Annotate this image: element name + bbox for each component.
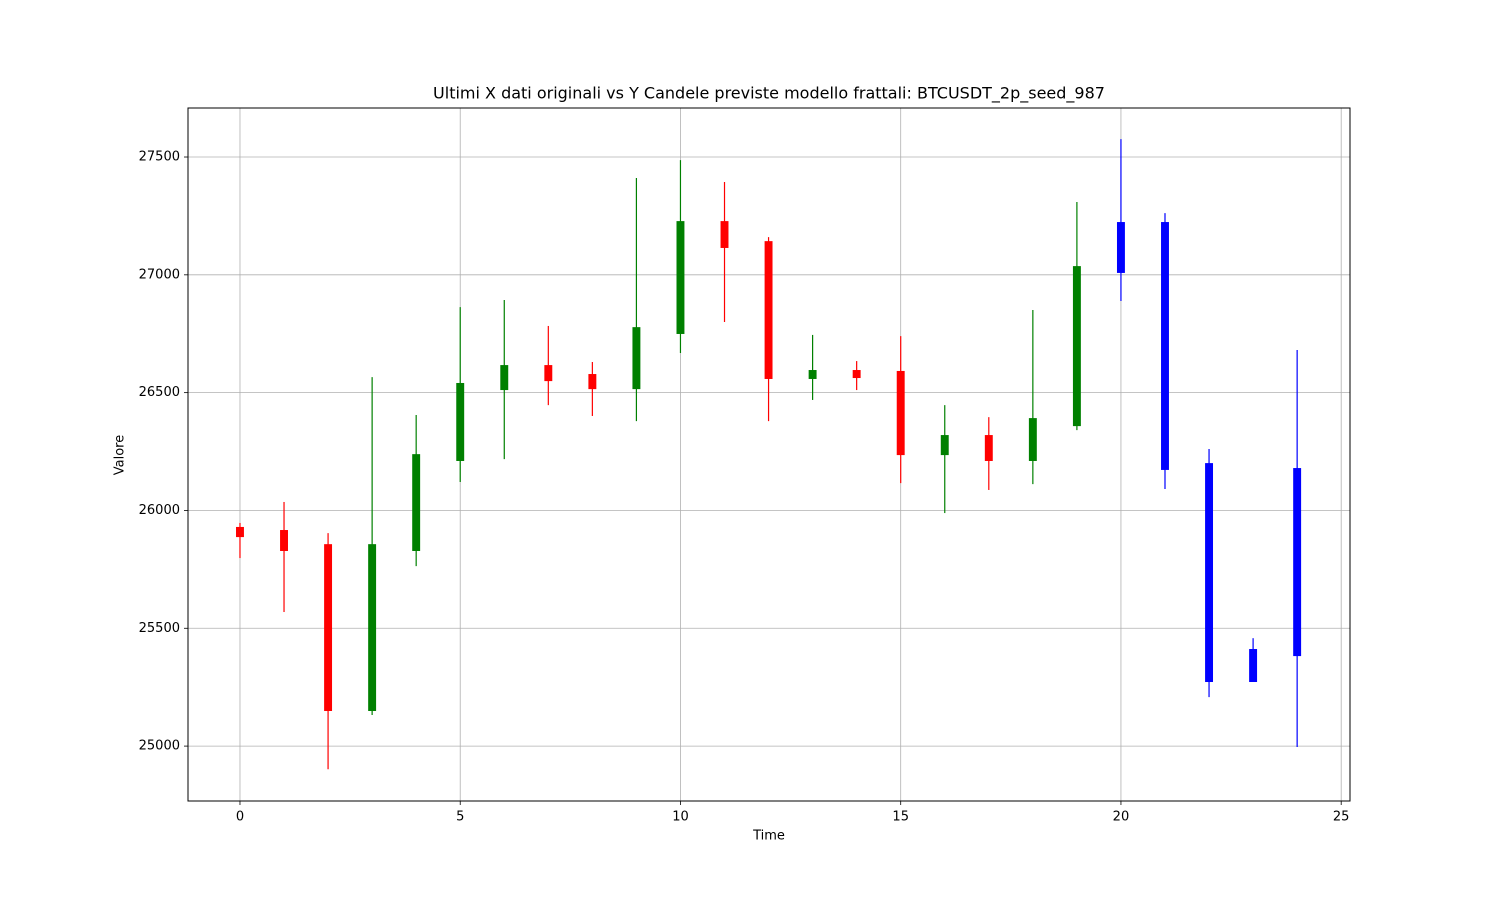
candle-body [1072, 266, 1081, 427]
x-tick-label: 10 [672, 810, 689, 825]
y-tick-label: 26500 [139, 385, 180, 400]
candle-body [852, 370, 861, 379]
plot-frame [187, 107, 1351, 802]
candle-body [632, 327, 641, 390]
candle-body [456, 382, 465, 461]
candle-body [1161, 222, 1169, 470]
candle-body [588, 374, 597, 390]
candle-body [896, 370, 905, 456]
candle-body [940, 435, 949, 456]
candle-body [544, 365, 553, 382]
candle-body [1028, 418, 1037, 461]
candle-body [1293, 468, 1302, 657]
candle-body [412, 454, 421, 551]
candle-body [720, 221, 729, 248]
candle-body [808, 370, 817, 379]
candle-body [236, 526, 244, 538]
candle-body [368, 544, 377, 711]
candle-body [984, 435, 993, 461]
candle-body [1116, 222, 1125, 273]
x-axis-label: Time [752, 829, 785, 844]
candle-body [1205, 463, 1214, 683]
x-tick-label: 25 [1333, 810, 1350, 825]
y-tick-label: 27500 [139, 150, 180, 165]
candle-body [500, 365, 509, 391]
x-tick-label: 0 [236, 810, 244, 825]
x-tick-label: 15 [892, 810, 909, 825]
candle-body [1249, 649, 1258, 683]
y-tick-label: 25500 [139, 621, 180, 636]
y-axis-label: Valore [113, 435, 128, 475]
y-tick-label: 26000 [139, 503, 180, 518]
chart-title: Ultimi X dati originali vs Y Candele pre… [433, 84, 1105, 104]
y-tick-label: 25000 [139, 739, 180, 754]
y-tick-label: 27000 [139, 267, 180, 282]
candle-body [676, 221, 685, 334]
x-tick-label: 20 [1113, 810, 1130, 825]
candle-body [280, 530, 288, 551]
candle-body [764, 241, 773, 379]
candle-body [324, 544, 333, 711]
x-tick-label: 5 [456, 810, 464, 825]
